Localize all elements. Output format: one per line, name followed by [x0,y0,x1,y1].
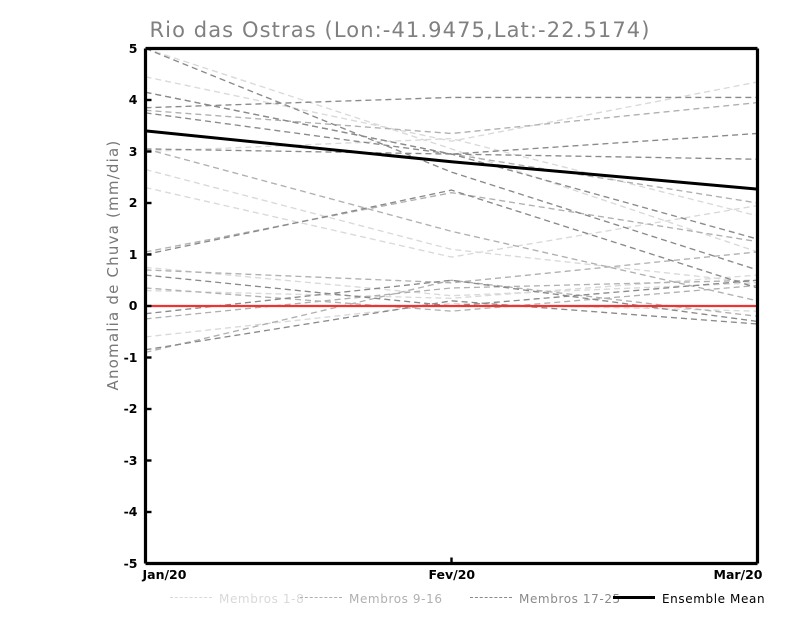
y-tick-label: 1 [128,246,138,262]
legend-item[interactable]: Membros 9-16 [300,589,443,607]
member-line [145,112,758,155]
member-line [145,101,758,135]
legend-line-swatch [613,596,655,599]
member-line [145,96,758,109]
member-line [145,192,758,253]
member-line [145,76,758,142]
member-line [145,168,758,284]
series-lines [145,47,758,354]
x-tick-label: Mar/20 [713,566,763,582]
member-line [145,91,758,240]
legend-line-swatch [470,597,512,598]
y-tick-label: -4 [123,504,138,519]
member-line [145,148,758,160]
member-line [145,274,758,307]
y-tick-label: -1 [123,349,138,365]
y-tick-label: 4 [128,92,138,107]
y-tick-label: 0 [128,298,138,313]
member-line [145,251,758,284]
page-title: Rio das Ostras (Lon:-41.9475,Lat:-22.517… [149,18,651,42]
x-tick-label: Fev/20 [428,566,476,582]
member-line [145,148,758,302]
member-line [145,279,758,323]
chart-legend: Membros 1-8 Membros 9-16 Membros 17-25 Ense… [0,589,800,611]
axis-frame [143,46,760,566]
member-line [145,279,758,320]
legend-label: Membros 9-16 [349,591,443,606]
member-line [145,266,758,297]
legend-item[interactable]: Ensemble Mean [613,589,765,607]
y-tick-label: 2 [128,195,138,210]
y-tick-label: 5 [128,40,138,56]
legend-label: Ensemble Mean [662,591,766,606]
member-line [145,279,758,354]
legend-item[interactable]: Membros 17-25 [470,589,621,607]
member-line [145,47,758,253]
legend-item[interactable]: Membros 1-8 [170,589,304,607]
member-line [145,300,758,351]
member-line [145,189,758,289]
member-line [145,284,758,312]
y-tick-label: -5 [123,555,138,571]
member-line [145,47,758,271]
member-line [145,186,758,258]
member-line [145,137,758,217]
legend-label: Membros 1-8 [219,591,305,606]
legend-label: Membros 17-25 [519,591,621,606]
y-tick-label: -2 [123,401,138,416]
member-line [145,302,758,338]
x-tick-label: Jan/20 [142,566,187,582]
legend-line-swatch [170,597,212,598]
ensemble-mean-line [145,129,758,191]
y-tick-label: 3 [128,143,138,159]
legend-line-swatch [300,597,342,598]
y-tick-label: -3 [123,452,138,468]
